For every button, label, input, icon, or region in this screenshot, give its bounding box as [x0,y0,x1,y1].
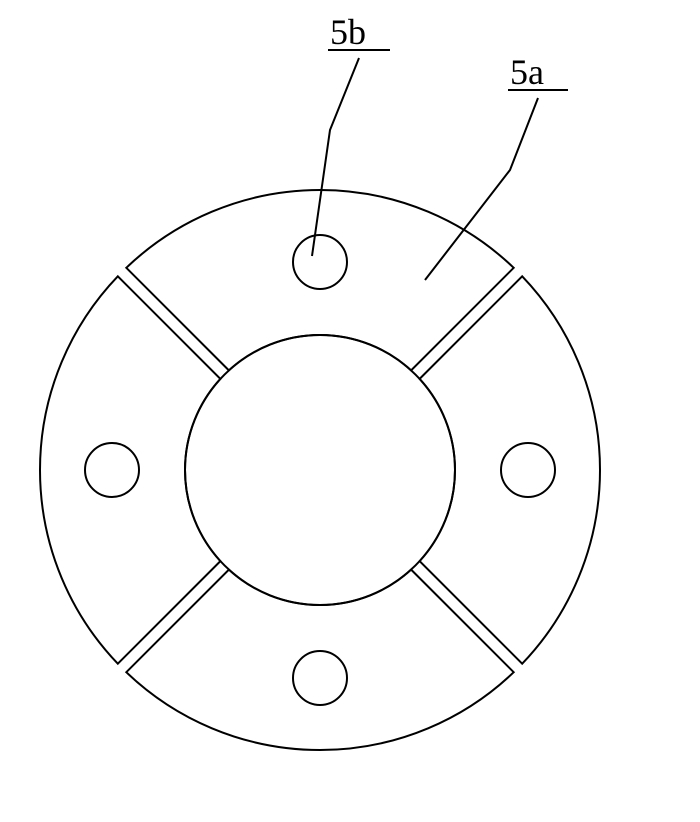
label-leader-5b [312,58,359,256]
small-hole-3 [85,443,139,497]
label-text-5b: 5b [330,12,366,52]
technical-diagram: 5b 5a [0,0,700,822]
diagram-svg: 5b 5a [0,0,700,822]
small-hole-1 [501,443,555,497]
small-hole-0 [293,235,347,289]
label-leader-5a [425,98,538,280]
inner-circle [185,335,455,605]
label-text-5a: 5a [510,52,544,92]
small-hole-2 [293,651,347,705]
